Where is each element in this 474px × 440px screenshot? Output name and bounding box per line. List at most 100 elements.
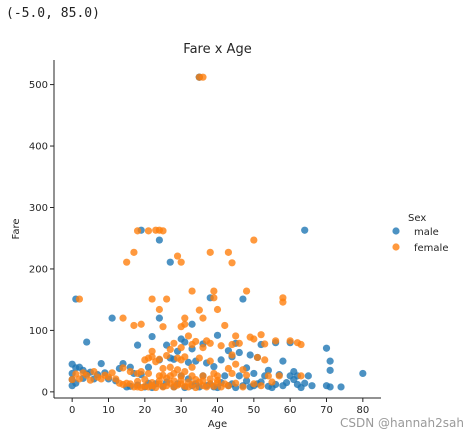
- data-point-male: [337, 383, 345, 391]
- data-point-female: [148, 347, 156, 355]
- data-point-male: [184, 358, 193, 366]
- data-point-female: [83, 371, 91, 379]
- data-point-female: [232, 360, 240, 368]
- data-point-female: [279, 298, 287, 306]
- data-point-female: [155, 305, 163, 314]
- legend-marker-female: [392, 243, 400, 251]
- data-point-female: [224, 248, 232, 256]
- y-axis-label: Fare: [11, 218, 22, 239]
- data-point-female: [250, 380, 258, 388]
- data-point-female: [90, 367, 98, 376]
- data-point-female: [75, 295, 84, 303]
- data-point-female: [217, 342, 225, 350]
- x-tick-label: 80: [356, 405, 369, 416]
- y-tick-label: 100: [29, 326, 48, 337]
- data-point-male: [148, 332, 156, 341]
- data-point-female: [144, 369, 153, 378]
- data-point-female: [232, 332, 240, 340]
- data-point-female: [166, 363, 174, 371]
- x-tick-label: 30: [175, 405, 188, 416]
- data-point-female: [213, 376, 222, 384]
- chart-legend: Sex male female: [392, 213, 448, 254]
- data-point-female: [133, 377, 142, 386]
- data-point-female: [184, 332, 193, 340]
- data-point-female: [72, 370, 80, 378]
- data-point-female: [268, 378, 276, 386]
- data-point-female: [224, 364, 232, 373]
- data-point-female: [159, 364, 167, 373]
- x-tick-label: 70: [320, 405, 333, 416]
- data-point-female: [181, 353, 189, 361]
- legend-label-male: male: [414, 227, 439, 238]
- data-point-female: [210, 294, 218, 302]
- data-point-female: [144, 227, 153, 235]
- data-point-female: [177, 376, 185, 384]
- data-point-female: [130, 248, 138, 256]
- data-point-female: [163, 374, 171, 382]
- data-point-female: [119, 364, 127, 372]
- chart-ticks: 0 10 20 30 40 50 60 70 80 0 100 200 300 400 500: [29, 80, 369, 416]
- data-point-male: [83, 338, 91, 346]
- data-point-male: [322, 344, 331, 352]
- data-point-female: [119, 314, 127, 322]
- data-point-female: [148, 353, 156, 361]
- data-point-female: [297, 372, 305, 380]
- data-point-female: [148, 379, 156, 387]
- data-point-female: [228, 351, 236, 359]
- data-point-male: [308, 382, 316, 390]
- data-point-female: [181, 314, 189, 322]
- y-tick-label: 500: [29, 80, 48, 91]
- legend-items: male female: [392, 227, 448, 254]
- data-point-female: [137, 367, 145, 376]
- data-point-female: [213, 305, 222, 314]
- data-point-female: [235, 339, 243, 347]
- data-point-female: [206, 339, 214, 347]
- data-point-female: [297, 340, 305, 349]
- data-point-male: [235, 348, 243, 357]
- x-tick-label: 20: [138, 405, 151, 416]
- data-point-male: [239, 295, 247, 303]
- data-point-male: [155, 314, 163, 322]
- data-point-female: [181, 367, 189, 376]
- data-point-female: [257, 331, 265, 339]
- data-point-male: [282, 379, 291, 387]
- data-point-male: [133, 341, 142, 349]
- data-point-male: [326, 366, 334, 374]
- data-point-female: [155, 377, 163, 385]
- data-point-female: [228, 369, 236, 378]
- data-point-female: [206, 375, 214, 383]
- data-point-male: [242, 377, 251, 385]
- data-point-male: [301, 379, 309, 387]
- data-point-female: [188, 340, 196, 349]
- data-point-female: [133, 227, 142, 235]
- data-point-female: [126, 367, 134, 376]
- data-point-female: [86, 376, 94, 384]
- x-tick-label: 10: [102, 405, 115, 416]
- data-point-male: [210, 363, 218, 371]
- data-point-male: [250, 369, 258, 378]
- data-point-female: [108, 369, 116, 377]
- data-point-female: [173, 366, 182, 374]
- legend-label-female: female: [414, 243, 448, 254]
- data-point-male: [97, 359, 105, 368]
- data-point-female: [192, 375, 200, 384]
- data-point-female: [170, 339, 178, 347]
- data-point-female: [195, 306, 203, 314]
- data-point-male: [68, 382, 76, 390]
- data-point-female: [257, 382, 265, 390]
- y-tick-label: 300: [29, 203, 48, 214]
- data-point-male: [264, 366, 272, 374]
- data-point-female: [141, 375, 149, 384]
- watermark-text: CSDN @hannah2sah: [339, 416, 464, 430]
- data-point-female: [68, 375, 76, 384]
- data-point-male: [235, 372, 243, 380]
- data-point-female: [177, 344, 185, 352]
- data-point-male: [155, 236, 163, 244]
- chart-points: [68, 73, 367, 392]
- data-point-male: [246, 351, 254, 359]
- data-point-female: [184, 378, 193, 386]
- data-point-female: [264, 372, 272, 380]
- data-point-female: [228, 259, 236, 267]
- data-point-male: [301, 226, 309, 234]
